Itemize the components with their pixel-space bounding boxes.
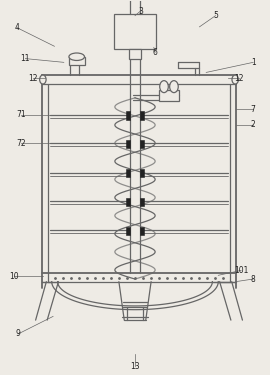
Text: 9: 9 <box>16 330 21 339</box>
Text: 13: 13 <box>130 362 140 370</box>
Bar <box>69 57 85 65</box>
Text: 7: 7 <box>251 105 256 114</box>
Bar <box>159 90 179 101</box>
Text: 101: 101 <box>234 266 248 275</box>
Text: 4: 4 <box>14 23 19 32</box>
Text: 12: 12 <box>28 74 38 83</box>
Text: 6: 6 <box>153 48 158 57</box>
Ellipse shape <box>160 81 168 93</box>
Text: 10: 10 <box>9 272 18 281</box>
Bar <box>140 169 144 177</box>
Ellipse shape <box>40 75 46 84</box>
Text: 5: 5 <box>213 11 218 20</box>
Text: 3: 3 <box>138 7 143 16</box>
Ellipse shape <box>69 53 85 60</box>
Ellipse shape <box>170 81 178 93</box>
Ellipse shape <box>232 75 238 84</box>
Bar <box>129 49 141 58</box>
Bar <box>126 111 130 120</box>
Text: 8: 8 <box>251 274 256 284</box>
Bar <box>126 140 130 148</box>
Bar <box>140 198 144 206</box>
Text: 1: 1 <box>251 58 256 67</box>
Text: 72: 72 <box>16 139 26 148</box>
Text: 71: 71 <box>16 110 26 119</box>
Bar <box>140 140 144 148</box>
Bar <box>126 227 130 236</box>
Bar <box>140 227 144 236</box>
Bar <box>126 169 130 177</box>
Bar <box>126 198 130 206</box>
Bar <box>140 111 144 120</box>
Text: 11: 11 <box>21 54 30 63</box>
Text: 2: 2 <box>251 120 256 129</box>
Text: 12: 12 <box>234 74 244 83</box>
Bar <box>113 14 157 49</box>
